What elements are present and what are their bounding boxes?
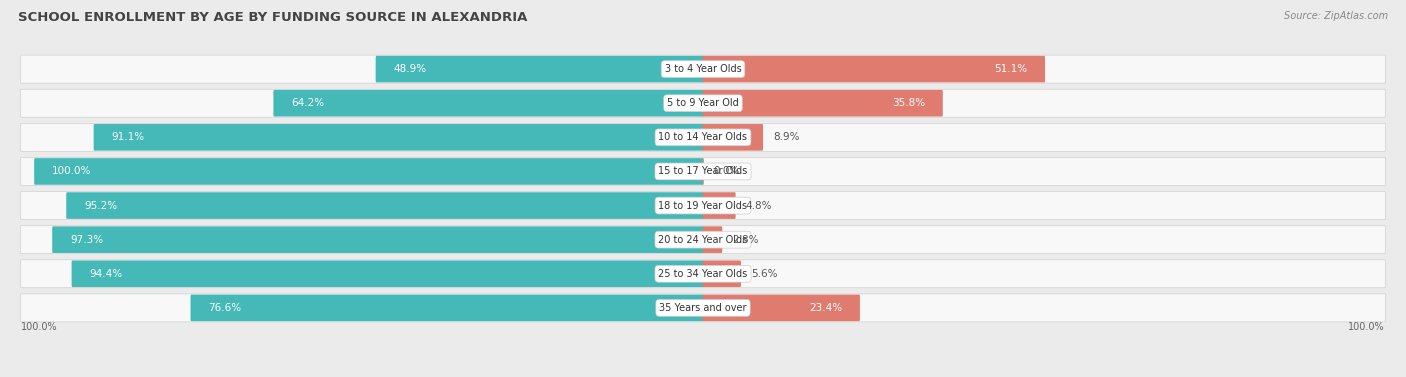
FancyBboxPatch shape <box>21 55 1385 83</box>
FancyBboxPatch shape <box>21 226 1385 254</box>
Text: 94.4%: 94.4% <box>90 269 122 279</box>
FancyBboxPatch shape <box>703 261 741 287</box>
FancyBboxPatch shape <box>66 192 703 219</box>
FancyBboxPatch shape <box>72 261 703 287</box>
Text: 25 to 34 Year Olds: 25 to 34 Year Olds <box>658 269 748 279</box>
Text: 35.8%: 35.8% <box>891 98 925 108</box>
Text: 35 Years and over: 35 Years and over <box>659 303 747 313</box>
Text: 5.6%: 5.6% <box>751 269 778 279</box>
FancyBboxPatch shape <box>703 192 735 219</box>
Text: 3 to 4 Year Olds: 3 to 4 Year Olds <box>665 64 741 74</box>
Text: 97.3%: 97.3% <box>70 234 103 245</box>
FancyBboxPatch shape <box>34 158 703 185</box>
FancyBboxPatch shape <box>703 56 1045 83</box>
Text: 5 to 9 Year Old: 5 to 9 Year Old <box>666 98 740 108</box>
Text: 95.2%: 95.2% <box>84 201 117 211</box>
Text: 100.0%: 100.0% <box>21 322 58 333</box>
FancyBboxPatch shape <box>21 89 1385 117</box>
Text: 51.1%: 51.1% <box>994 64 1028 74</box>
FancyBboxPatch shape <box>21 123 1385 151</box>
FancyBboxPatch shape <box>52 226 703 253</box>
FancyBboxPatch shape <box>21 260 1385 288</box>
FancyBboxPatch shape <box>191 294 703 321</box>
FancyBboxPatch shape <box>375 56 703 83</box>
Text: 8.9%: 8.9% <box>773 132 799 143</box>
Text: 4.8%: 4.8% <box>745 201 772 211</box>
FancyBboxPatch shape <box>703 90 943 116</box>
Text: 76.6%: 76.6% <box>208 303 242 313</box>
Text: SCHOOL ENROLLMENT BY AGE BY FUNDING SOURCE IN ALEXANDRIA: SCHOOL ENROLLMENT BY AGE BY FUNDING SOUR… <box>18 11 527 24</box>
FancyBboxPatch shape <box>703 294 860 321</box>
Text: 2.8%: 2.8% <box>733 234 759 245</box>
Text: 23.4%: 23.4% <box>808 303 842 313</box>
Text: 20 to 24 Year Olds: 20 to 24 Year Olds <box>658 234 748 245</box>
FancyBboxPatch shape <box>21 158 1385 185</box>
FancyBboxPatch shape <box>273 90 703 116</box>
Text: 100.0%: 100.0% <box>1348 322 1385 333</box>
FancyBboxPatch shape <box>21 192 1385 219</box>
Text: 48.9%: 48.9% <box>394 64 426 74</box>
Text: 0.0%: 0.0% <box>713 166 740 176</box>
Text: 64.2%: 64.2% <box>291 98 325 108</box>
FancyBboxPatch shape <box>21 294 1385 322</box>
Text: 15 to 17 Year Olds: 15 to 17 Year Olds <box>658 166 748 176</box>
Text: Source: ZipAtlas.com: Source: ZipAtlas.com <box>1284 11 1388 21</box>
Text: 100.0%: 100.0% <box>52 166 91 176</box>
FancyBboxPatch shape <box>703 124 763 151</box>
FancyBboxPatch shape <box>94 124 703 151</box>
FancyBboxPatch shape <box>703 226 723 253</box>
Text: 18 to 19 Year Olds: 18 to 19 Year Olds <box>658 201 748 211</box>
Text: 10 to 14 Year Olds: 10 to 14 Year Olds <box>658 132 748 143</box>
Text: 91.1%: 91.1% <box>111 132 145 143</box>
